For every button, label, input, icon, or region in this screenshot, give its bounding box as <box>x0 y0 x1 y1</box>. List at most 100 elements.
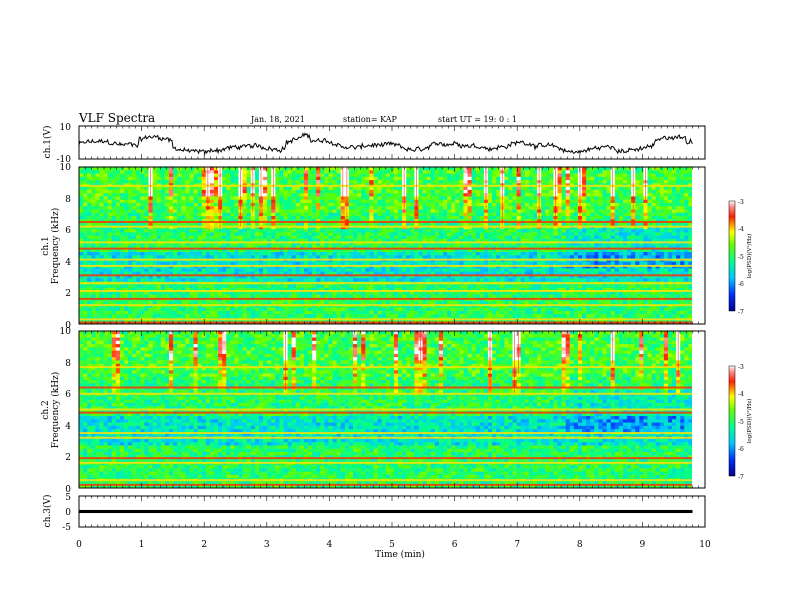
spectrogram-cell <box>631 238 636 243</box>
spectrogram-cell <box>577 222 583 227</box>
spectrogram-cell <box>655 216 661 220</box>
spectrogram-cell <box>201 202 207 207</box>
spectrogram-cell <box>631 212 636 217</box>
spectrogram-cell <box>516 202 522 207</box>
spectrogram-cell <box>426 252 432 256</box>
spectrogram-cell <box>635 202 640 207</box>
spectrogram-cell <box>541 255 546 259</box>
spectrogram-cell <box>381 252 387 256</box>
spectrogram-cell <box>369 265 374 269</box>
spectrogram-cell <box>643 209 648 214</box>
spectrogram-cell <box>230 199 235 204</box>
spectrogram-cell <box>226 222 231 227</box>
spectrogram-cell <box>586 222 591 227</box>
spectrogram-cell <box>622 235 628 240</box>
spectrogram-cell <box>606 189 612 194</box>
spectrogram-cell <box>168 180 174 184</box>
spectrogram-cell <box>561 242 567 246</box>
spectrogram-cell <box>422 261 428 266</box>
spectrogram-cell <box>287 225 293 230</box>
spectrogram-cell <box>238 265 243 269</box>
spectrogram-cell <box>324 167 329 171</box>
spectrogram-cell <box>185 206 190 210</box>
spectrogram-cell <box>238 232 243 237</box>
spectrogram-cell <box>635 229 640 233</box>
spectrogram-cell <box>610 216 616 220</box>
spectrogram-cell <box>594 255 599 259</box>
spectrogram-cell <box>594 225 599 230</box>
spectrogram-cell <box>373 255 378 259</box>
spectrogram-cell <box>639 229 644 233</box>
spectrogram-cell <box>430 167 436 171</box>
spectrogram-cell <box>467 176 473 181</box>
spectrogram-cell <box>140 173 145 178</box>
spectrogram-cell <box>389 238 395 243</box>
spectrogram-cell <box>303 255 309 259</box>
spectrogram-cell <box>647 196 652 201</box>
spectrogram-cell <box>283 229 288 233</box>
spectrogram-cell <box>569 202 575 207</box>
spectrogram-cell <box>132 229 137 233</box>
spectrogram-cell <box>688 245 693 250</box>
spectrogram-cell <box>647 216 652 220</box>
spectrogram-cell <box>455 180 460 184</box>
spectrogram-cell <box>197 265 203 269</box>
spectrogram-cell <box>631 261 636 266</box>
spectrogram-cell <box>516 170 522 174</box>
spectrogram-cell <box>512 196 518 201</box>
spectrogram-cell <box>524 180 530 184</box>
spectrogram-cell <box>91 186 96 191</box>
spectrogram-cell <box>393 199 399 204</box>
spectrogram-cell <box>561 255 567 259</box>
spectrogram-cell <box>324 229 329 233</box>
spectrogram-cell <box>332 199 338 204</box>
spectrogram-cell <box>156 248 162 253</box>
spectrogram-cell <box>181 265 186 269</box>
spectrogram-cell <box>667 193 673 197</box>
spectrogram-cell <box>655 255 661 259</box>
spectrogram-cell <box>651 173 657 178</box>
spectrogram-cell <box>201 245 207 250</box>
spectrogram-cell <box>156 255 162 259</box>
spectrogram-cell <box>275 232 280 237</box>
spectrogram-cell <box>508 193 513 197</box>
spectrogram-cell <box>308 167 313 171</box>
spectrogram-cell <box>238 252 243 256</box>
spectrogram-cell <box>537 255 542 259</box>
spectrogram-cell <box>369 170 374 174</box>
spectrogram-cell <box>181 222 186 227</box>
spectrogram-cell <box>618 235 624 240</box>
spectrogram-cell <box>271 255 276 259</box>
spectrogram-cell <box>451 206 456 210</box>
spectrogram-cell <box>557 229 562 233</box>
spectrogram-cell <box>168 235 174 240</box>
spectrogram-cell <box>422 193 428 197</box>
spectrogram-cell <box>136 235 141 240</box>
spectrogram-cell <box>393 196 399 201</box>
spectrogram-cell <box>688 222 693 227</box>
spectrogram-cell <box>618 176 624 181</box>
spectrogram-cell <box>369 202 374 207</box>
spectrogram-cell <box>504 206 509 210</box>
spectrogram-cell <box>95 216 100 220</box>
spectrogram-cell <box>87 202 92 207</box>
spectrogram-cell <box>406 252 411 256</box>
spectrogram-cell <box>545 173 550 178</box>
spectrogram-cell <box>622 173 628 178</box>
spectrogram-cell <box>348 189 354 194</box>
spectrogram-cell <box>160 232 166 237</box>
spectrogram-cell <box>520 167 526 171</box>
spectrogram-cell <box>627 232 632 237</box>
spectrogram-cell <box>508 238 513 243</box>
spectrogram-cell <box>422 248 428 253</box>
spectrogram-cell <box>234 245 239 250</box>
spectrogram-cell <box>414 225 419 230</box>
spectrogram-cell <box>463 216 468 220</box>
spectrogram-cell <box>103 265 109 269</box>
spectrogram-cell <box>320 173 325 178</box>
spectrogram-cell <box>156 170 162 174</box>
spectrogram-cell <box>373 216 378 220</box>
spectrogram-cell <box>242 248 248 253</box>
spectrogram-cell <box>594 238 599 243</box>
spectrogram-cell <box>565 202 571 207</box>
